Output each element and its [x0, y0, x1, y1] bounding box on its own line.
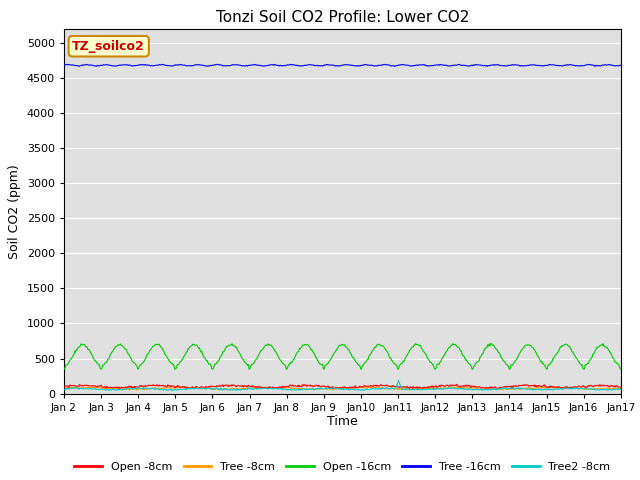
X-axis label: Time: Time	[327, 415, 358, 429]
Y-axis label: Soil CO2 (ppm): Soil CO2 (ppm)	[8, 164, 21, 259]
Text: TZ_soilco2: TZ_soilco2	[72, 40, 145, 53]
Legend: Open -8cm, Tree -8cm, Open -16cm, Tree -16cm, Tree2 -8cm: Open -8cm, Tree -8cm, Open -16cm, Tree -…	[70, 457, 615, 477]
Title: Tonzi Soil CO2 Profile: Lower CO2: Tonzi Soil CO2 Profile: Lower CO2	[216, 10, 469, 25]
